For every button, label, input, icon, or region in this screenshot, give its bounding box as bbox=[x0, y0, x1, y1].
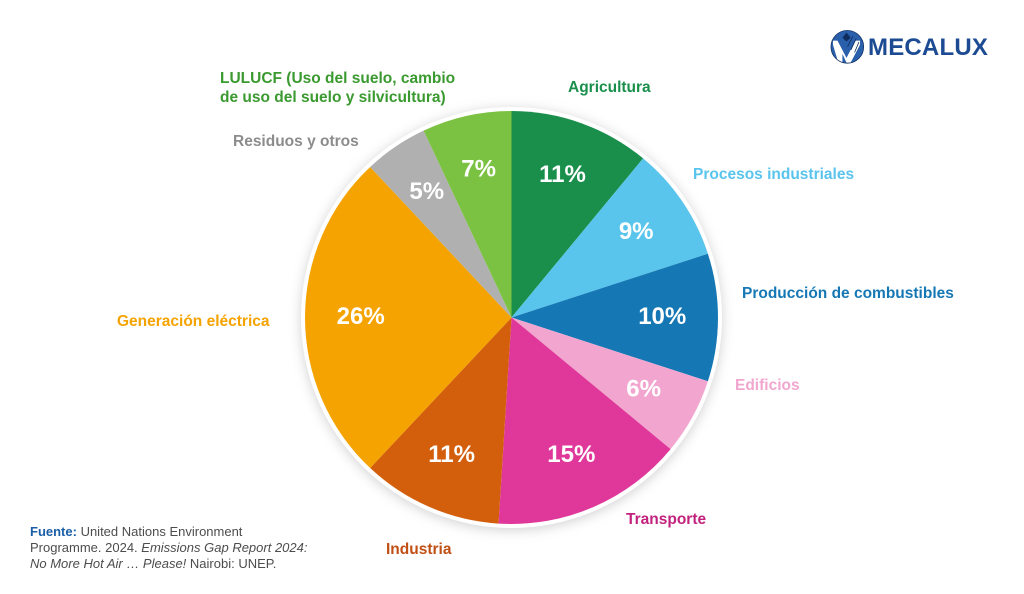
svg-text:7%: 7% bbox=[461, 156, 496, 183]
svg-text:26%: 26% bbox=[337, 303, 385, 330]
svg-text:5%: 5% bbox=[409, 178, 444, 205]
svg-text:15%: 15% bbox=[547, 441, 595, 468]
svg-text:11%: 11% bbox=[428, 441, 475, 468]
svg-text:10%: 10% bbox=[638, 303, 686, 330]
svg-text:11%: 11% bbox=[539, 161, 586, 188]
svg-text:6%: 6% bbox=[626, 375, 661, 402]
svg-text:MECALUX: MECALUX bbox=[868, 34, 988, 61]
svg-text:9%: 9% bbox=[619, 218, 654, 245]
